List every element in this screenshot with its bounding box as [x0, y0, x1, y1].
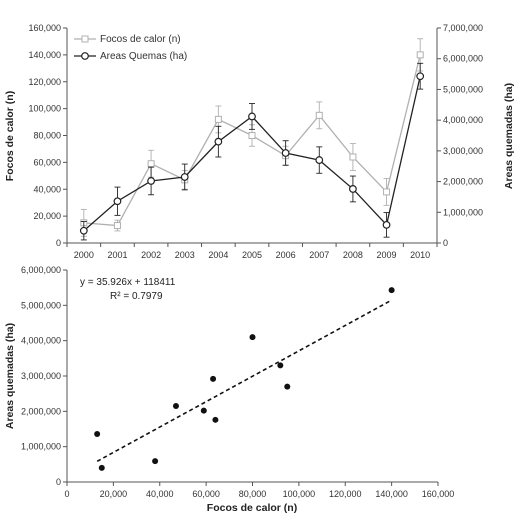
- data-point-focos: [349, 153, 357, 161]
- top-right-y-ticks: 0 1,000,000 2,000,000 3,000,000 4,000,000 5,0…: [437, 23, 483, 248]
- scatter-y-tick-label: 3,000,000: [21, 371, 61, 381]
- legend-label-areas: Areas Quemas (ha): [100, 51, 187, 62]
- right-y-tick-label: 3,000,000: [443, 146, 483, 156]
- data-point-areas: [416, 72, 425, 81]
- left-y-tick-label: 160,000: [28, 23, 61, 33]
- scatter-x-tick-label: 40,000: [146, 489, 174, 499]
- scatter-point: [152, 458, 159, 465]
- x-tick-label: 2002: [141, 250, 161, 260]
- data-point-areas: [281, 149, 290, 157]
- top-series-group: [79, 38, 425, 241]
- data-point-areas: [315, 156, 324, 164]
- scatter-x-tick-label: 100,000: [283, 489, 316, 499]
- x-tick-label: 2010: [410, 250, 430, 260]
- data-point-focos: [113, 222, 121, 230]
- scatter-chart: 0 1,000,000 2,000,000 3,000,000 4,000,000 5,0…: [4, 265, 454, 514]
- scatter-point: [212, 416, 219, 423]
- left-y-tick-label: 100,000: [28, 104, 61, 114]
- left-y-tick-label: 20,000: [33, 211, 61, 221]
- x-tick-label: 2005: [242, 250, 262, 260]
- right-y-tick-label: 7,000,000: [443, 23, 483, 33]
- data-point-areas: [79, 226, 88, 235]
- scatter-x-tick-label: 120,000: [329, 489, 362, 499]
- legend-marker-areas: [81, 52, 89, 60]
- bottom-x-ticks: 0 20,000 40,000 60,000 80,000 100,000 120,000 1…: [64, 482, 454, 499]
- right-y-tick-label: 0: [443, 238, 448, 248]
- data-point-areas: [180, 173, 189, 181]
- x-tick-label: 2008: [343, 250, 363, 260]
- scatter-points: [94, 287, 395, 471]
- scatter-y-tick-label: 1,000,000: [21, 442, 61, 452]
- x-tick-label: 2007: [309, 250, 329, 260]
- bottom-y-axis-title: Areas quemadas (ha): [4, 323, 16, 429]
- right-y-tick-label: 6,000,000: [443, 54, 483, 64]
- data-point-focos: [147, 160, 155, 168]
- data-point-focos: [383, 188, 391, 196]
- scatter-point: [284, 383, 291, 390]
- scatter-point: [172, 403, 179, 410]
- data-point-areas: [147, 177, 155, 185]
- scatter-x-tick-label: 60,000: [192, 489, 220, 499]
- scatter-point: [388, 287, 395, 294]
- scatter-point: [98, 464, 105, 471]
- x-tick-label: 2000: [74, 250, 94, 260]
- data-point-areas: [349, 185, 357, 193]
- x-tick-label: 2009: [377, 250, 397, 260]
- scatter-x-tick-label: 140,000: [375, 489, 408, 499]
- line-chart: 0 20,000 40,000 60,000 80,000 100,000 120,000 1…: [4, 23, 515, 260]
- data-point-areas: [382, 220, 391, 229]
- top-left-y-ticks: 0 20,000 40,000 60,000 80,000 100,000 120,000 1…: [28, 23, 67, 248]
- legend-label-focos: Focos de calor (n): [100, 34, 181, 45]
- left-y-tick-label: 0: [56, 238, 61, 248]
- data-point-focos: [248, 132, 256, 139]
- scatter-point: [249, 334, 256, 341]
- scatter-equation: y = 35.926x + 118411: [80, 277, 176, 288]
- scatter-x-tick-label: 160,000: [422, 489, 455, 499]
- data-point-areas: [113, 197, 122, 206]
- scatter-x-tick-label: 0: [64, 489, 69, 499]
- left-y-tick-label: 140,000: [28, 50, 61, 60]
- series-line-areas: [83, 76, 421, 232]
- scatter-y-tick-label: 2,000,000: [21, 406, 61, 416]
- top-left-y-axis-title: Focos de calor (n): [4, 91, 16, 181]
- right-y-tick-label: 5,000,000: [443, 84, 483, 94]
- bottom-x-axis-title: Focos de calor (n): [207, 502, 297, 514]
- trendline-group: [96, 299, 393, 463]
- right-y-tick-label: 1,000,000: [443, 207, 483, 217]
- scatter-y-tick-label: 5,000,000: [21, 300, 61, 310]
- x-tick-label: 2003: [175, 250, 195, 260]
- scatter-point: [210, 375, 217, 382]
- scatter-point: [200, 407, 207, 414]
- data-point-focos: [416, 51, 424, 59]
- top-legend: Focos de calor (n) Areas Quemas (ha): [74, 34, 187, 62]
- scatter-x-tick-label: 80,000: [239, 489, 267, 499]
- x-tick-label: 2004: [208, 250, 228, 260]
- scatter-y-tick-label: 4,000,000: [21, 336, 61, 346]
- data-point-areas: [214, 137, 223, 146]
- data-point-focos: [315, 111, 323, 119]
- top-right-y-axis-title: Areas quemadas (ha): [503, 83, 515, 189]
- bottom-y-ticks: 0 1,000,000 2,000,000 3,000,000 4,000,000 5,0…: [21, 265, 67, 487]
- scatter-y-tick-label: 0: [56, 477, 61, 487]
- scatter-point: [277, 362, 284, 369]
- top-x-ticks: 2000 2001 2002 2003 2004 2005 2006 2007 2008 2009…: [66, 243, 438, 260]
- right-y-tick-label: 2,000,000: [443, 177, 483, 187]
- legend-marker-focos: [81, 35, 89, 43]
- left-y-tick-label: 80,000: [33, 131, 61, 141]
- data-point-areas: [248, 112, 256, 121]
- left-y-tick-label: 120,000: [28, 77, 61, 87]
- scatter-r2: R² = 0.7979: [110, 291, 163, 302]
- left-y-tick-label: 40,000: [33, 184, 61, 194]
- left-y-tick-label: 60,000: [33, 157, 61, 167]
- x-tick-label: 2001: [107, 250, 127, 260]
- scatter-y-tick-label: 6,000,000: [21, 265, 61, 275]
- x-tick-label: 2006: [276, 250, 296, 260]
- scatter-point: [94, 430, 101, 437]
- scatter-x-tick-label: 20,000: [100, 489, 128, 499]
- right-y-tick-label: 4,000,000: [443, 115, 483, 125]
- trendline: [96, 299, 393, 463]
- data-point-focos: [214, 115, 222, 123]
